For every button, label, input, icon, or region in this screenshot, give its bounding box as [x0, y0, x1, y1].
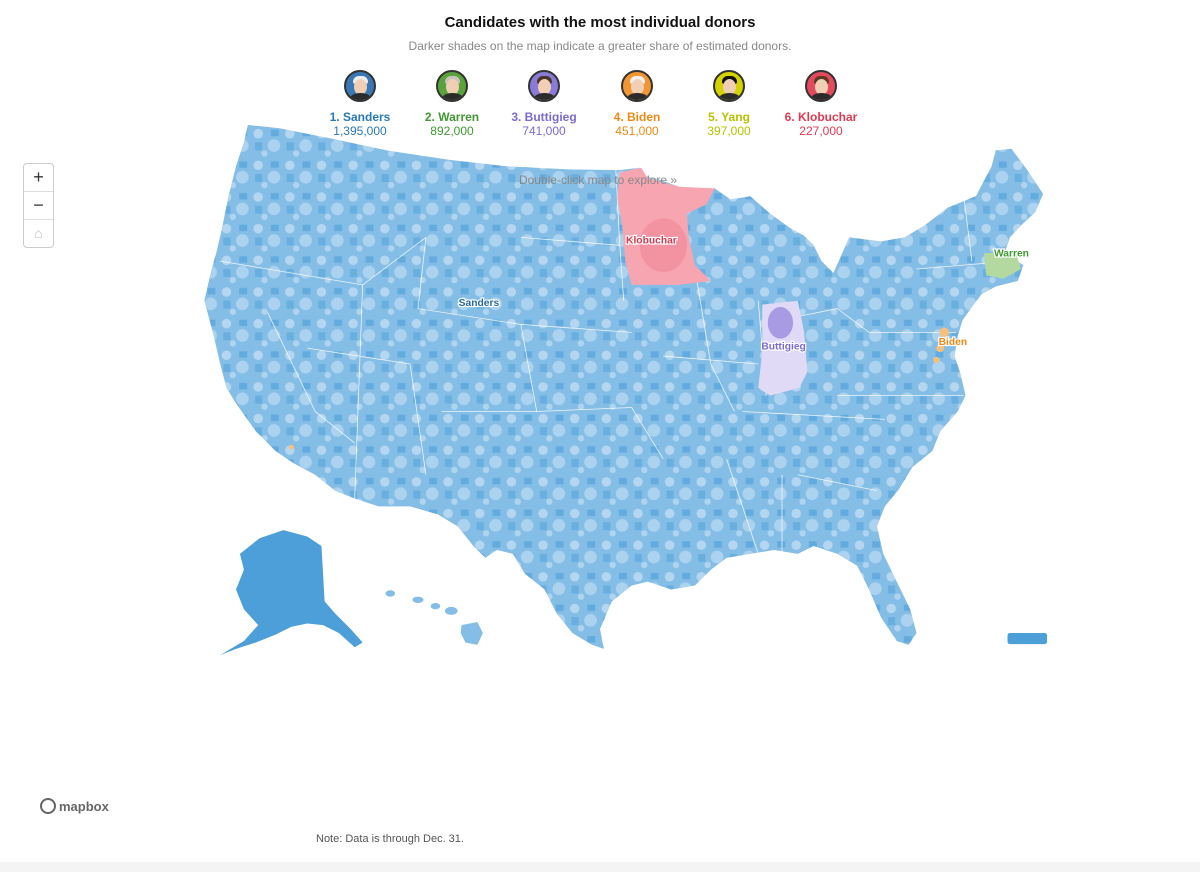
explore-hint[interactable]: Double-click map to explore »	[518, 173, 678, 187]
map-label-buttigieg: Buttigieg	[761, 342, 805, 353]
map-label-warren: Warren	[994, 248, 1029, 259]
biden-region	[289, 327, 949, 450]
legend-count: 227,000	[799, 124, 843, 138]
zoom-in-button[interactable]: +	[24, 164, 53, 192]
zoom-controls: + − ⌂	[23, 163, 54, 248]
puerto-rico[interactable]	[1007, 633, 1048, 645]
legend-name: 3. Buttigieg	[511, 110, 577, 124]
legend-name: 1. Sanders	[329, 110, 391, 124]
buttigieg-avatar	[528, 70, 560, 102]
legend-name: 6. Klobuchar	[784, 110, 858, 124]
mapbox-attribution[interactable]: mapbox	[40, 798, 109, 814]
legend-item-warren: 2. Warren 892,000	[402, 70, 502, 139]
klobuchar-avatar	[805, 70, 837, 102]
state-borders	[220, 170, 1012, 555]
sanders-avatar	[344, 70, 376, 102]
legend-item-sanders: 1. Sanders 1,395,000	[310, 70, 410, 139]
biden-avatar	[621, 70, 653, 102]
legend-item-yang: 5. Yang 397,000	[679, 70, 779, 139]
chart-title: Candidates with the most individual dono…	[444, 14, 756, 31]
us-donor-map[interactable]: Klobuchar Warren Sanders Buttigieg Biden	[0, 0, 1200, 690]
legend-count: 892,000	[430, 124, 474, 138]
warren-region	[983, 251, 1021, 279]
legend-name: 5. Yang	[708, 110, 750, 124]
mapbox-label: mapbox	[59, 798, 109, 814]
legend-count: 397,000	[707, 124, 751, 138]
warren-avatar	[436, 70, 468, 102]
legend-name: 2. Warren	[424, 110, 480, 124]
buttigieg-core	[767, 307, 794, 339]
legend-item-biden: 4. Biden 451,000	[587, 70, 687, 139]
legend-item-klobuchar: 6. Klobuchar 227,000	[771, 70, 871, 139]
legend-item-buttigieg: 3. Buttigieg 741,000	[494, 70, 594, 139]
footer-strip	[0, 862, 1200, 872]
legend-name: 4. Biden	[613, 110, 661, 124]
map-label-sanders: Sanders	[459, 298, 500, 309]
map-label-biden: Biden	[939, 337, 968, 348]
legend-count: 741,000	[522, 124, 566, 138]
alaska[interactable]	[220, 530, 363, 656]
hawaii[interactable]	[385, 590, 483, 645]
map-label-klobuchar: Klobuchar	[626, 236, 677, 247]
legend-count: 1,395,000	[333, 124, 387, 138]
yang-avatar	[713, 70, 745, 102]
legend-count: 451,000	[615, 124, 659, 138]
data-note: Note: Data is through Dec. 31.	[316, 833, 464, 845]
mapbox-logo-icon	[40, 798, 56, 814]
home-icon[interactable]: ⌂	[34, 225, 43, 241]
klobuchar-core	[639, 218, 688, 273]
chart-subtitle: Darker shades on the map indicate a grea…	[408, 39, 792, 53]
candidate-legend: 1. Sanders 1,395,000 2. Warren 892,000 3…	[0, 70, 1200, 144]
zoom-out-button[interactable]: −	[24, 192, 53, 220]
